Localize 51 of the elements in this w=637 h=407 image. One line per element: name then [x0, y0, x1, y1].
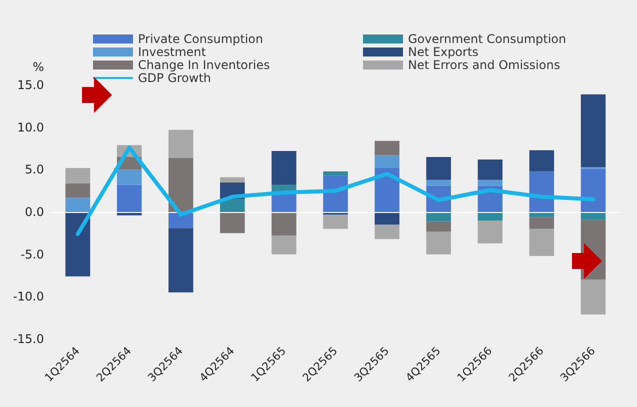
y-tick-label: 15.0: [17, 78, 44, 92]
legend-label: Net Errors and Omissions: [408, 58, 560, 72]
bar: [65, 168, 90, 184]
legend-label: GDP Growth: [138, 71, 212, 85]
bar: [580, 168, 606, 212]
bar: [323, 171, 348, 176]
bar: [580, 94, 606, 168]
bar: [529, 217, 554, 229]
bar: [220, 177, 245, 182]
bar: [65, 212, 90, 276]
legend-label: Private Consumption: [138, 32, 264, 46]
bar: [426, 231, 451, 254]
y-tick-label: 5.0: [24, 162, 44, 177]
bar: [374, 155, 400, 168]
bar: [272, 151, 296, 185]
bar: [323, 214, 348, 229]
bar: [220, 199, 245, 212]
bar: [168, 228, 194, 292]
legend-label: Change In Inventories: [138, 58, 270, 72]
bar: [168, 130, 194, 158]
y-tick-label: -5.0: [20, 247, 44, 262]
y-axis-title: %: [32, 60, 44, 74]
bar: [116, 170, 142, 185]
legend-label: Government Consumption: [408, 32, 566, 46]
bar: [374, 168, 400, 212]
bar: [426, 180, 451, 186]
bar: [65, 183, 90, 198]
line-series: [76, 146, 596, 236]
bar: [272, 212, 296, 236]
bar: [272, 193, 296, 212]
bar: [478, 180, 503, 186]
bar: [374, 224, 400, 240]
bar: [426, 156, 451, 180]
bar: [478, 220, 503, 244]
legend-label: Net Exports: [408, 45, 478, 59]
y-tick-label: 10.0: [17, 120, 44, 134]
y-tick-label: -15.0: [12, 332, 44, 346]
bar: [116, 184, 142, 212]
bar: [220, 212, 245, 234]
bar: [272, 236, 296, 254]
bar: [426, 221, 451, 232]
bar: [168, 158, 194, 212]
bar: [65, 198, 90, 212]
bar: [374, 140, 400, 156]
bar: [374, 212, 400, 225]
bar: [529, 228, 554, 256]
bar: [478, 160, 503, 180]
bar: [529, 150, 554, 172]
legend-label: Investment: [138, 45, 206, 59]
y-tick-label: -10.0: [12, 290, 44, 304]
y-tick-label: 0.0: [24, 205, 44, 219]
